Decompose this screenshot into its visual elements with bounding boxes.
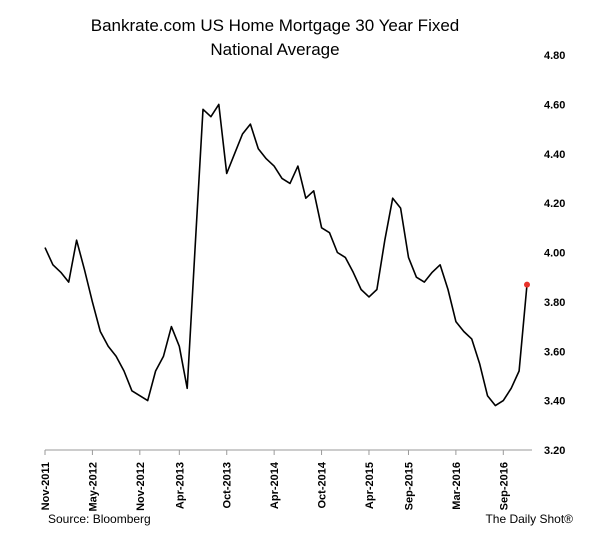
x-tick-label: Mar-2016 xyxy=(451,462,463,510)
brand-credit: The Daily Shot® xyxy=(485,512,573,526)
x-tick-label: Oct-2014 xyxy=(317,461,329,508)
x-tick-label: Sep-2016 xyxy=(498,462,510,510)
tick-labels: Nov-2011 May-2012 Nov-2012 Apr-2013 Oct-2013… xyxy=(40,50,565,512)
y-tick-label: 4.40 xyxy=(544,149,565,161)
axes xyxy=(44,449,532,455)
chart-title-line-2: National Average xyxy=(210,40,340,59)
x-tick-label: Sep-2015 xyxy=(403,462,415,510)
x-tick-label: Apr-2015 xyxy=(364,462,376,509)
y-tick-label: 4.20 xyxy=(544,198,565,210)
x-tick-label: Apr-2013 xyxy=(174,462,186,509)
y-tick-label: 3.80 xyxy=(544,297,565,309)
series-group xyxy=(44,103,530,407)
mortgage-rate-line xyxy=(44,103,528,407)
y-tick-label: 3.40 xyxy=(544,396,565,408)
chart-title: Bankrate.com US Home Mortgage 30 Year Fi… xyxy=(40,14,510,62)
source-note: Source: Bloomberg xyxy=(48,512,151,526)
x-tick-label: Nov-2011 xyxy=(40,462,52,510)
y-tick-label: 4.80 xyxy=(544,50,565,62)
chart-title-line-1: Bankrate.com US Home Mortgage 30 Year Fi… xyxy=(90,16,460,35)
x-tick-label: Nov-2012 xyxy=(135,462,147,511)
y-tick-label: 4.60 xyxy=(544,99,565,111)
y-tick-label: 4.00 xyxy=(544,248,565,260)
x-tick-label: Apr-2014 xyxy=(269,461,281,509)
y-tick-label: 3.20 xyxy=(544,445,565,457)
latest-value-marker xyxy=(524,281,530,288)
x-tick-label: May-2012 xyxy=(87,462,99,512)
y-tick-label: 3.60 xyxy=(544,346,565,358)
x-tick-label: Oct-2013 xyxy=(222,462,234,508)
